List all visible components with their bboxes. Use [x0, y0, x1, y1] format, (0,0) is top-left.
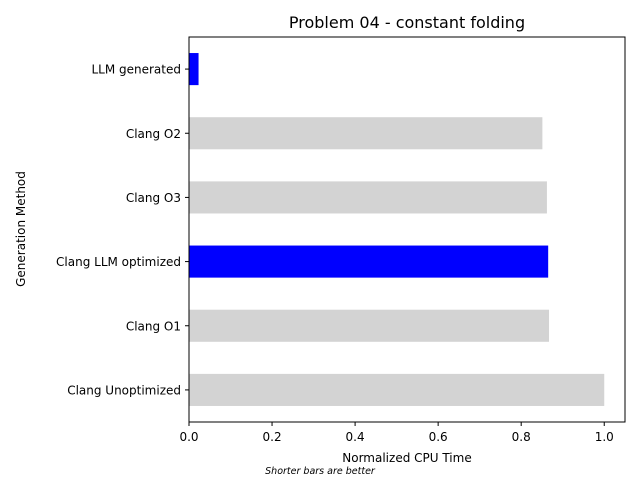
x-axis-label: Normalized CPU Time: [342, 451, 471, 465]
x-tick-label: 0.8: [512, 430, 531, 444]
x-tick-label: 0.6: [429, 430, 448, 444]
bar-clang-o3: [189, 181, 547, 214]
bar-clang-llm-optimized: [189, 245, 549, 278]
y-tick-label: Clang O1: [126, 319, 181, 333]
x-axis-ticks: 0.0 0.2 0.4 0.6 0.8 1.0: [179, 422, 614, 444]
plot-frame: [188, 36, 626, 423]
x-tick-label: 0.2: [263, 430, 282, 444]
bar-clang-unoptimized: [189, 373, 605, 406]
x-tick-label: 0.0: [179, 430, 198, 444]
y-tick-label: Clang O2: [126, 127, 181, 141]
y-tick-label: Clang O3: [126, 191, 181, 205]
y-axis-label: Generation Method: [14, 171, 28, 287]
y-tick-label: LLM generated: [91, 63, 181, 77]
bar-clang-o1: [189, 309, 550, 342]
x-tick-label: 1.0: [595, 430, 614, 444]
bars-group: [189, 53, 605, 406]
chart-note: Shorter bars are better: [265, 466, 376, 477]
x-tick-label: 0.4: [346, 430, 365, 444]
y-axis-ticks: LLM generated Clang O2 Clang O3 Clang LLM o…: [56, 63, 189, 397]
bar-llm-generated: [189, 53, 199, 86]
chart-title: Problem 04 - constant folding: [289, 13, 525, 32]
y-tick-label: Clang Unoptimized: [67, 383, 181, 397]
y-tick-label: Clang LLM optimized: [56, 255, 181, 269]
bar-clang-o2: [189, 117, 543, 150]
